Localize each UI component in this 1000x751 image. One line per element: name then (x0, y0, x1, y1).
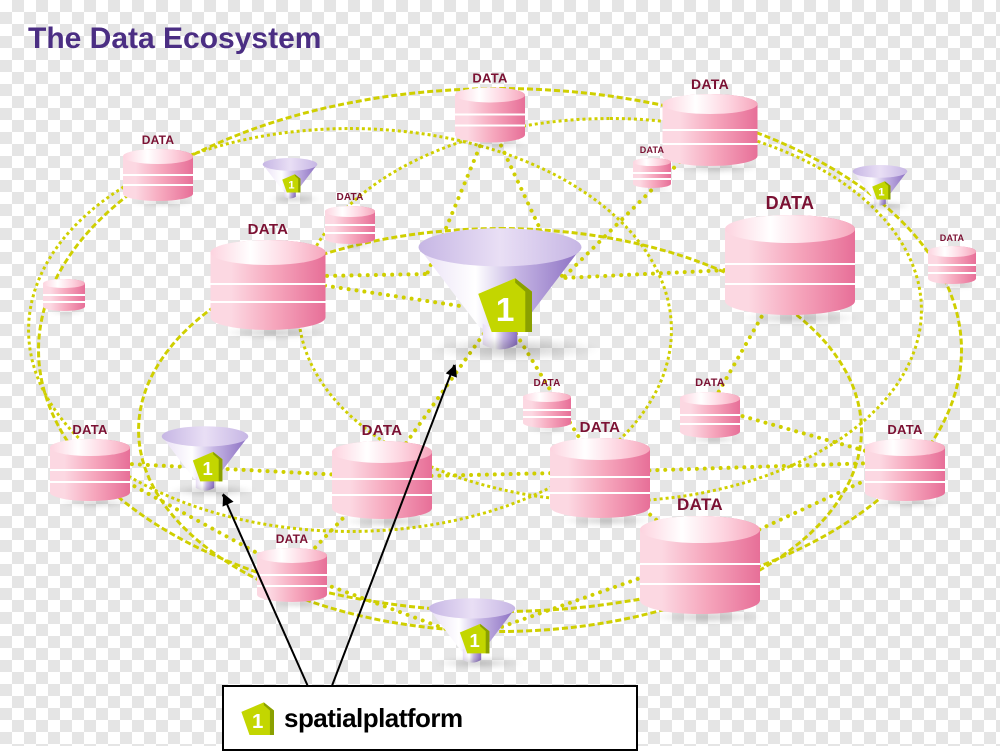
cylinder-label: DATA (695, 377, 725, 389)
svg-text:1: 1 (202, 459, 212, 480)
funnel-badge-icon: 1 (191, 451, 222, 482)
data-cylinder: DATA (332, 441, 432, 519)
cylinder-label: DATA (580, 419, 621, 436)
svg-text:1: 1 (878, 187, 885, 199)
cylinder-label: DATA (142, 133, 175, 147)
funnel-badge-icon: 1 (458, 623, 489, 654)
data-cylinder: DATA (633, 158, 671, 188)
cylinder-label: DATA (248, 221, 289, 238)
funnel-node: 1 (261, 156, 319, 200)
data-cylinder: DATA (325, 206, 375, 244)
cylinder-label: DATA (691, 76, 729, 92)
cylinder-label: DATA (336, 192, 363, 203)
svg-text:1: 1 (252, 711, 263, 733)
cylinder-label: DATA (677, 495, 723, 515)
data-cylinder: DATA (928, 246, 976, 284)
funnel-badge-icon: 1 (872, 181, 891, 200)
svg-text:1: 1 (288, 180, 295, 192)
data-cylinder (43, 279, 85, 311)
funnel-node: 1 (410, 223, 590, 353)
svg-text:1: 1 (469, 631, 479, 652)
data-cylinder: DATA (523, 392, 571, 428)
data-cylinder: DATA (50, 439, 130, 501)
logo-text: spatialplatform (284, 703, 463, 734)
data-cylinder: DATA (865, 439, 945, 501)
cylinder-label: DATA (72, 422, 107, 437)
diagram-stage: The Data EcosystemDATADATADATADATADATADA… (0, 0, 1000, 746)
funnel-node: 1 (426, 595, 518, 665)
logo-box: 1 spatialplatform (222, 685, 638, 751)
data-cylinder: DATA (663, 94, 758, 166)
data-cylinder: DATA (725, 215, 855, 315)
cylinder-label: DATA (887, 422, 922, 437)
cylinder-label: DATA (533, 378, 560, 389)
data-cylinder: DATA (211, 240, 326, 330)
funnel-badge-icon: 1 (476, 276, 532, 332)
cylinder-label: DATA (472, 71, 507, 86)
data-cylinder: DATA (680, 392, 740, 438)
data-cylinder: DATA (550, 438, 650, 518)
funnel-node: 1 (851, 163, 909, 207)
cylinder-label: DATA (940, 233, 964, 243)
logo-text-rest: platform (363, 703, 463, 733)
data-cylinder: DATA (123, 149, 193, 201)
cylinder-label: DATA (766, 193, 815, 214)
cylinder-label: DATA (640, 145, 664, 155)
funnel-node: 1 (159, 423, 251, 493)
logo-badge-icon: 1 (240, 701, 274, 735)
cylinder-label: DATA (276, 532, 309, 546)
data-cylinder: DATA (640, 516, 760, 614)
svg-text:1: 1 (495, 291, 514, 328)
cylinder-label: DATA (362, 422, 403, 439)
diagram-title: The Data Ecosystem (28, 22, 321, 56)
logo-text-strong: spatial (284, 703, 363, 733)
funnel-badge-icon: 1 (282, 174, 301, 193)
data-cylinder: DATA (455, 88, 525, 143)
